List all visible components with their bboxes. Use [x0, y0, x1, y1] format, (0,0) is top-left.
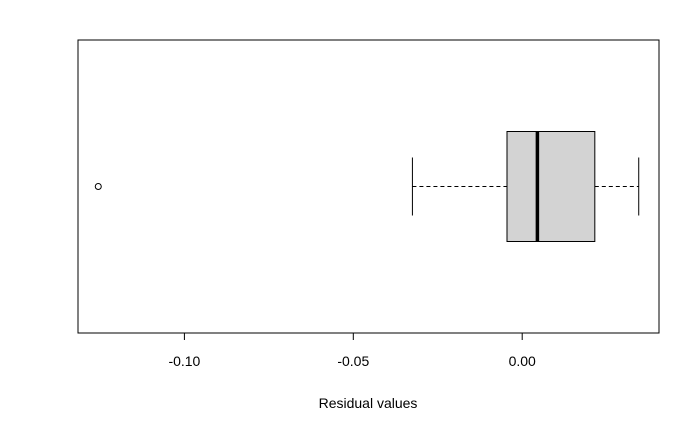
interquartile-box — [506, 131, 596, 242]
x-tick-label: -0.05 — [337, 353, 369, 369]
x-axis: -0.10 -0.05 0.00 — [168, 332, 536, 369]
outlier-point — [94, 183, 102, 190]
x-axis-label: Residual values — [319, 395, 418, 411]
boxplot-series — [94, 131, 640, 242]
x-tick-label: -0.10 — [168, 353, 200, 369]
x-tick-label: 0.00 — [509, 353, 536, 369]
